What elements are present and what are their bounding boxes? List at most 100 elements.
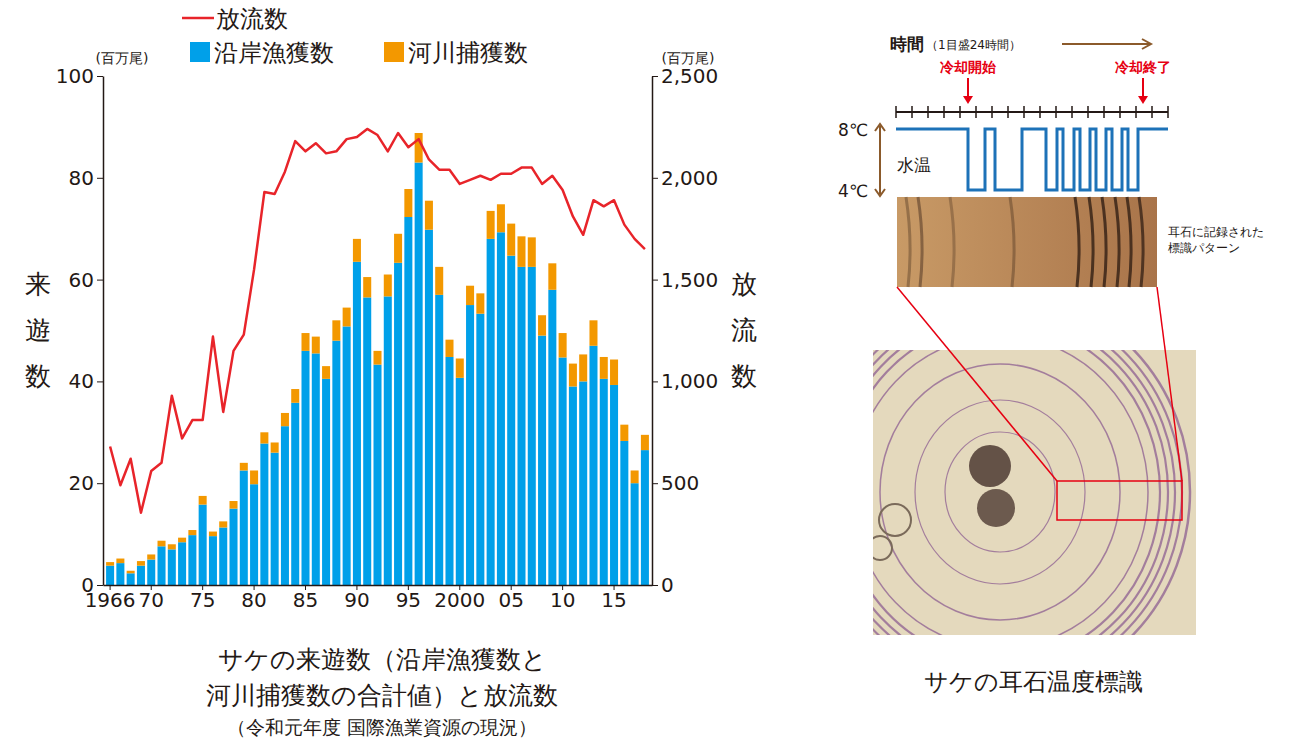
bar [322, 379, 330, 585]
line [110, 129, 645, 513]
bar [456, 358, 464, 377]
ruler-tick [975, 106, 977, 118]
pointer-arrow-head [1138, 96, 1148, 104]
cooling-start: 冷却開始 [940, 59, 997, 75]
bar [435, 267, 443, 295]
bar [147, 560, 155, 585]
bar [517, 267, 525, 585]
y2-tick: 2,500 [652, 64, 718, 88]
y2-tick: 0 [652, 573, 674, 597]
axis-title-char: 放 [731, 269, 757, 299]
bar [219, 527, 227, 585]
x-tick: 10 [550, 585, 575, 612]
otolith-core [977, 489, 1015, 527]
axis-line [652, 77, 654, 586]
otolith-ring [873, 350, 1175, 635]
bar [610, 360, 618, 385]
bar [230, 501, 238, 509]
tick-mark [97, 585, 103, 586]
bar [281, 413, 289, 426]
bar [538, 315, 546, 335]
bar [271, 453, 279, 585]
legend: 放流数沿岸漁獲数河川捕獲数 [182, 5, 528, 67]
y2-tick: 500 [652, 471, 699, 495]
bar [466, 286, 474, 305]
bar [301, 333, 309, 351]
tick-mark [652, 178, 658, 179]
bar [528, 237, 536, 267]
bar [415, 133, 423, 163]
bar [137, 566, 145, 585]
tick-mark [652, 381, 658, 382]
y2-axis: 05001,0001,5002,0002,500 [652, 64, 718, 597]
time-arrow-head [1142, 39, 1151, 49]
bar [106, 566, 114, 585]
bar [219, 521, 227, 527]
bar [158, 546, 166, 585]
y2-tick: 2,000 [652, 166, 718, 190]
bar [394, 234, 402, 263]
diagram-caption: サケの耳石温度標識 [924, 668, 1143, 696]
otolith-ring [873, 350, 1190, 635]
pattern-note: 耳石に記録された [1168, 225, 1264, 239]
tick-label: 500 [661, 471, 699, 495]
pattern-band [1075, 197, 1079, 287]
time-arrow [1062, 43, 1150, 45]
bar [230, 509, 238, 585]
zoom-line [897, 287, 1057, 481]
pointer-arrow-head [963, 96, 973, 104]
y-tick: 60 [69, 268, 103, 292]
otolith-ring [880, 364, 1120, 620]
ruler-tick [1151, 106, 1153, 118]
y-tick: 40 [69, 369, 103, 393]
bar [158, 541, 166, 547]
pattern-note: 標識パターン [1168, 241, 1240, 255]
x-tick: 70 [139, 585, 164, 612]
axis-title-char: 遊 [25, 315, 51, 345]
bar [116, 563, 124, 585]
bar [507, 224, 515, 256]
tick-label: 75 [190, 588, 215, 612]
pattern-band [1102, 197, 1106, 287]
pattern-strip [897, 197, 1157, 287]
axis-title: 来遊数 [25, 269, 51, 391]
bar [301, 351, 309, 585]
tick-label: 2,000 [661, 166, 718, 190]
bar [168, 544, 176, 549]
bar [106, 562, 114, 566]
bar [332, 341, 340, 585]
temp-high: 8℃ [838, 120, 868, 140]
axis-line [103, 77, 105, 586]
bar [363, 297, 371, 585]
axis-title-char: 数 [25, 361, 51, 391]
bar [631, 470, 639, 483]
bar [559, 357, 567, 585]
bar [497, 232, 505, 585]
temp-label: 水温 [897, 155, 931, 175]
ruler-tick [1167, 106, 1169, 118]
bar [487, 239, 495, 585]
tick-label: 10 [550, 588, 575, 612]
bar [589, 346, 597, 585]
otolith-ring [873, 350, 1160, 635]
bar [240, 470, 248, 585]
bar [610, 385, 618, 585]
otolith-spot [879, 504, 911, 536]
temp-range-arrow [879, 126, 881, 194]
bar [548, 263, 556, 289]
chart-subtitle: （令和元年度 国際漁業資源の現況） [227, 716, 537, 738]
otolith-ring [945, 432, 1055, 552]
bar [384, 296, 392, 585]
pattern-band [1115, 197, 1119, 287]
bar [271, 442, 279, 452]
bar [641, 450, 649, 585]
tick-label: 15 [601, 588, 626, 612]
bar [332, 320, 340, 340]
bar [322, 366, 330, 379]
bar [260, 432, 268, 443]
x-tick: 95 [396, 585, 421, 612]
bar [363, 277, 371, 297]
legend-swatch [182, 17, 214, 20]
tick-label: 95 [396, 588, 421, 612]
tick-mark [97, 178, 103, 179]
